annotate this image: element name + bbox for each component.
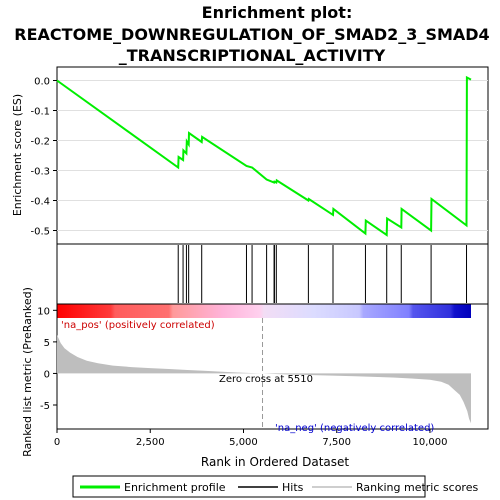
neg-label: 'na_neg' (negatively correlated) [275, 423, 434, 434]
zero-cross-label: Zero cross at 5510 [219, 374, 313, 385]
es-y-tick-label: -0.2 [30, 137, 50, 148]
chart-title-line-3: _TRANSCRIPTIONAL_ACTIVITY [119, 46, 386, 65]
es-y-axis-label: Enrichment score (ES) [11, 94, 24, 216]
es-panel: 0.0 -0.1 -0.2 -0.3 -0.4 -0.5 Enrichment score… [11, 66, 489, 245]
metric-y-tick-label: 10 [37, 306, 50, 317]
enrichment-profile-line [56, 75, 472, 237]
pos-label: 'na_pos' (positively correlated) [61, 320, 215, 331]
x-tick-label: 10,000 [412, 437, 447, 448]
es-y-tick-label: -0.1 [30, 107, 50, 118]
legend-label-hits: Hits [282, 481, 304, 494]
es-y-tick-label: -0.3 [30, 167, 50, 178]
chart-title-line-2: REACTOME_DOWNREGULATION_OF_SMAD2_3_SMAD4 [14, 25, 489, 44]
hits-panel-frame [56, 243, 489, 305]
metric-y-axis-label: Ranked list metric (PreRanked) [21, 287, 34, 457]
metric-y-tick-label: 0 [44, 369, 50, 380]
x-axis-label: Rank in Ordered Dataset [201, 455, 349, 469]
legend-label-metric: Ranking metric scores [356, 481, 478, 494]
x-tick-label: 0 [54, 437, 60, 448]
hits-panel [56, 243, 489, 305]
es-y-ticks: 0.0 -0.1 -0.2 -0.3 -0.4 -0.5 [30, 77, 57, 238]
legend: Enrichment profile Hits Ranking metric s… [72, 475, 478, 498]
metric-y-ticks: 10 5 0 -5 [37, 306, 57, 412]
metric-panel: 10 5 0 -5 0 2,500 5,000 7,500 10,000 'na_pos' (… [21, 287, 489, 469]
es-y-tick-label: -0.4 [30, 197, 50, 208]
x-tick-label: 2,500 [136, 437, 165, 448]
es-y-tick-label: 0.0 [34, 77, 50, 88]
x-tick-label: 5,000 [229, 437, 258, 448]
rank-color-bar [57, 304, 471, 318]
chart-title-line-1: Enrichment plot: [202, 3, 353, 22]
x-tick-label: 7,500 [322, 437, 351, 448]
es-panel-frame [56, 66, 489, 245]
metric-y-tick-label: 5 [44, 338, 50, 349]
es-grid [57, 80, 488, 231]
metric-x-ticks: 0 2,500 5,000 7,500 10,000 [54, 429, 447, 448]
metric-y-tick-label: -5 [40, 401, 50, 412]
es-y-tick-label: -0.5 [30, 227, 50, 238]
legend-label-enrichment: Enrichment profile [124, 481, 226, 494]
hit-lines [177, 245, 468, 303]
